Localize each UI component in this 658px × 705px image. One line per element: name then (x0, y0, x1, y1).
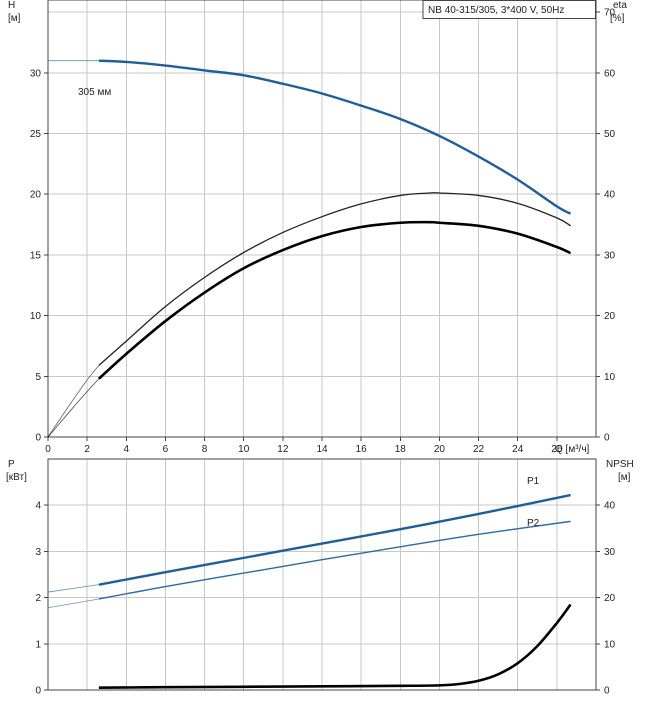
series-line (98, 59, 572, 215)
series-extrapolated-line (47, 598, 99, 609)
y-left-tick-label: 0 (35, 686, 41, 697)
series-extrapolated-line (47, 378, 100, 438)
x-tick-label: 2 (84, 444, 90, 455)
y-right-tick-label: 50 (604, 129, 616, 140)
series-line (98, 220, 572, 380)
y-right-tick-label: 30 (604, 250, 616, 261)
chart-title: NB 40-315/305, 3*400 V, 50Hz (428, 5, 564, 16)
y-right-tick-label: 40 (604, 190, 616, 201)
x-tick-label: 22 (473, 444, 485, 455)
y-left-tick-label: 5 (35, 372, 41, 383)
y-right-tick-label: 10 (604, 372, 616, 383)
x-tick-label: 16 (356, 444, 368, 455)
y-left-tick-label: 2 (35, 593, 41, 604)
x-tick-label: 26 (551, 444, 563, 455)
y-right-tick-label: 30 (604, 547, 616, 558)
y-left-tick-label: 25 (30, 129, 42, 140)
x-tick-label: 10 (238, 444, 250, 455)
series-line (98, 603, 572, 689)
bottom-panel-frame (47, 458, 597, 691)
y-right-tick-label: 70 (604, 8, 616, 19)
y-right-tick-label: 40 (604, 501, 616, 512)
chart-title-box (422, 0, 596, 19)
y-left-axis-unit: [м] (8, 13, 21, 24)
x-tick-label: 0 (45, 444, 51, 455)
curve-label-p2: P2 (527, 518, 540, 529)
x-tick-label: 24 (512, 444, 524, 455)
series-line (98, 192, 571, 366)
y-left-tick-label: 10 (30, 311, 42, 322)
x-tick-label: 14 (316, 444, 328, 455)
y-right-axis-unit: [%] (610, 13, 625, 24)
y-right-axis-title: NPSH (606, 459, 634, 470)
y-left-tick-label: 30 (30, 68, 42, 79)
series-extrapolated-line (47, 584, 99, 593)
series-line (98, 520, 571, 600)
x-tick-label: 4 (124, 444, 130, 455)
x-axis-label: Q [м³/ч] (555, 444, 590, 455)
y-left-tick-label: 1 (35, 639, 41, 650)
series-line (98, 493, 571, 586)
y-left-tick-label: 15 (30, 250, 42, 261)
curve-label-p1: P1 (527, 476, 540, 487)
y-right-tick-label: 0 (604, 686, 610, 697)
x-tick-label: 20 (434, 444, 446, 455)
y-right-tick-label: 20 (604, 593, 616, 604)
y-left-axis-unit: [кВт] (6, 472, 27, 483)
y-left-tick-label: 3 (35, 547, 41, 558)
x-tick-label: 6 (163, 444, 169, 455)
y-right-tick-label: 10 (604, 639, 616, 650)
y-right-tick-label: 60 (604, 68, 616, 79)
y-left-axis-title: P (8, 459, 15, 470)
y-right-tick-label: 0 (604, 433, 610, 444)
y-right-axis-title: eta (613, 0, 627, 11)
x-tick-label: 18 (395, 444, 407, 455)
curve-label-305mm: 305 мм (78, 87, 111, 98)
y-left-tick-label: 4 (35, 501, 41, 512)
series-extrapolated-line (47, 365, 100, 438)
y-left-tick-label: 0 (35, 433, 41, 444)
x-tick-label: 12 (277, 444, 289, 455)
y-right-axis-unit: [м] (618, 472, 631, 483)
y-left-axis-title: H (8, 0, 15, 11)
x-tick-label: 8 (202, 444, 208, 455)
y-left-tick-label: 20 (30, 190, 42, 201)
y-right-tick-label: 20 (604, 311, 616, 322)
